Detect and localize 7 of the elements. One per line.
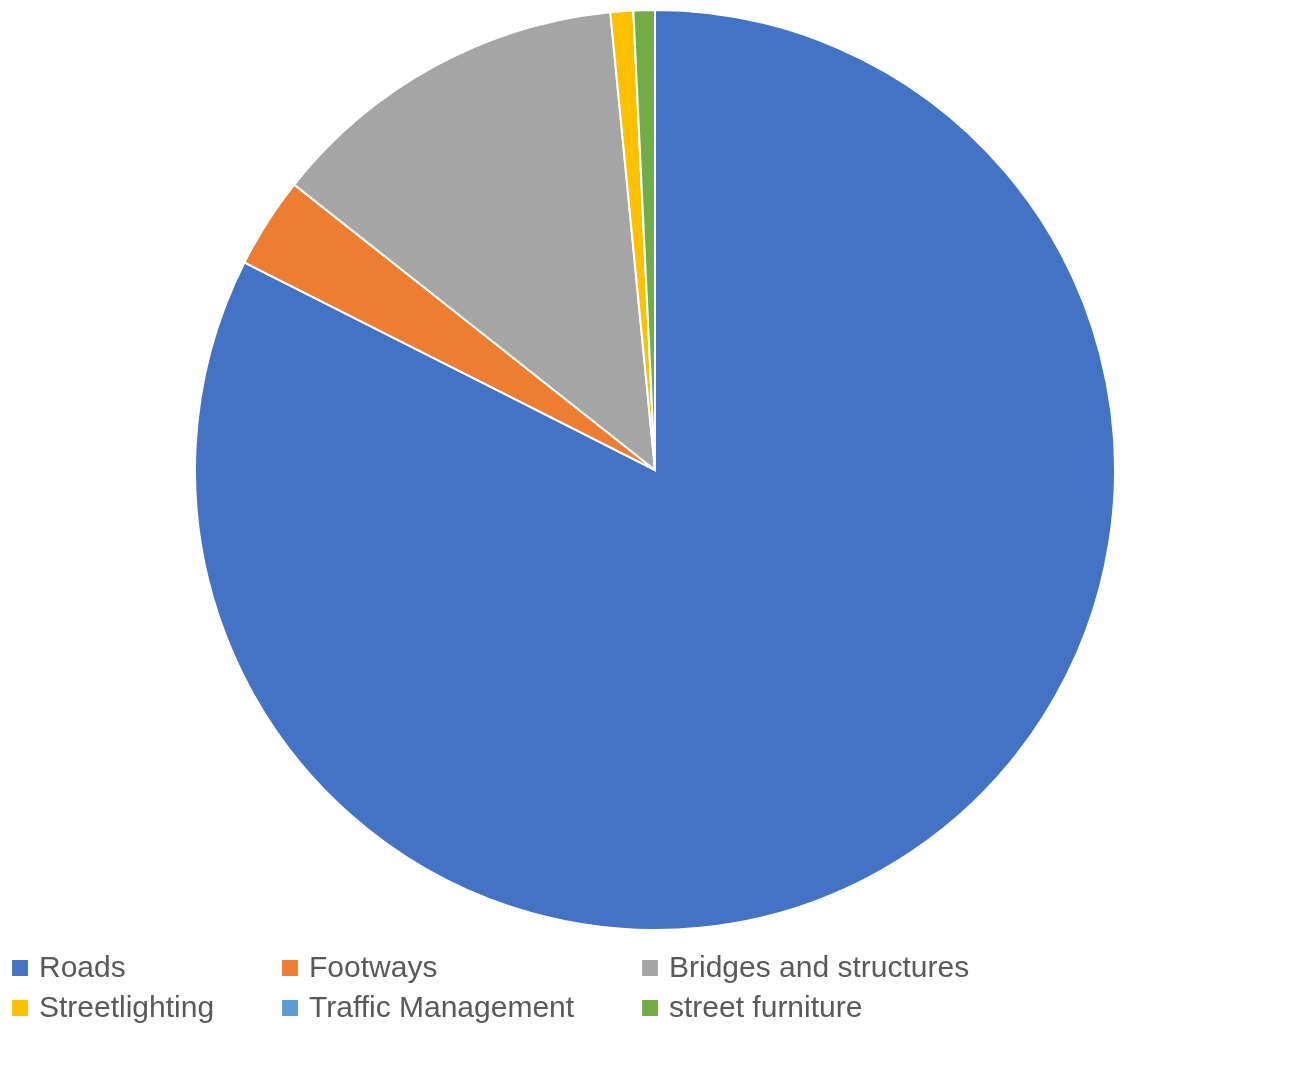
legend-label: Roads <box>39 950 126 983</box>
legend-label: street furniture <box>669 990 863 1023</box>
legend-label: Bridges and structures <box>669 950 970 983</box>
legend-label: Streetlighting <box>39 990 215 1023</box>
legend-label: Traffic Management <box>309 990 575 1023</box>
legend-label: Footways <box>309 950 438 983</box>
pie-slice <box>194 9 1116 931</box>
